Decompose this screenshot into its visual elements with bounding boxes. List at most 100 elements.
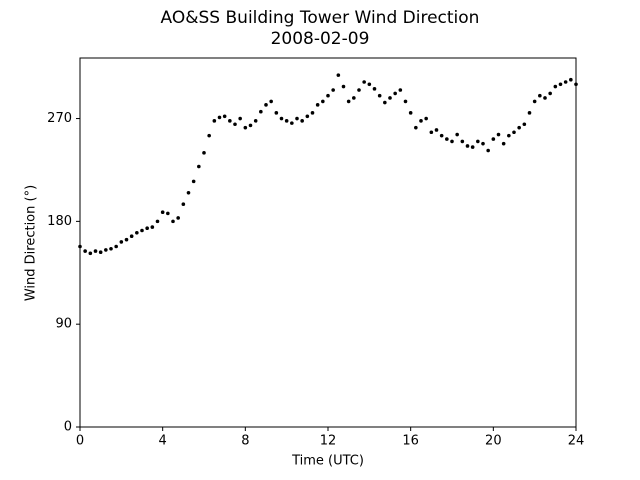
data-point: [460, 139, 465, 144]
data-point: [377, 93, 382, 98]
data-point: [222, 114, 227, 119]
x-tick-label: 20: [485, 434, 502, 449]
data-point: [145, 226, 149, 231]
data-point: [284, 119, 289, 123]
data-point: [383, 100, 387, 105]
data-point: [207, 133, 211, 138]
data-point: [124, 237, 129, 242]
y-tick-label: 90: [55, 317, 72, 332]
data-point: [393, 91, 397, 96]
data-point: [481, 141, 485, 146]
data-point: [517, 125, 521, 130]
data-point: [553, 84, 558, 89]
data-point: [155, 219, 160, 224]
data-point: [455, 132, 459, 137]
data-point: [98, 250, 103, 255]
data-point: [414, 125, 418, 130]
data-point: [253, 119, 258, 123]
data-point: [424, 116, 428, 121]
data-point: [336, 73, 341, 77]
data-point: [496, 132, 501, 137]
data-point: [419, 119, 423, 123]
data-point: [93, 249, 98, 253]
data-point: [450, 139, 454, 144]
data-point: [186, 191, 191, 195]
data-point: [341, 84, 346, 89]
data-point: [439, 133, 444, 138]
data-point: [119, 240, 124, 244]
data-point: [563, 80, 568, 84]
data-point: [129, 234, 134, 239]
data-point: [150, 225, 155, 229]
x-tick-label: 24: [568, 434, 585, 449]
data-point: [114, 244, 118, 249]
data-point: [269, 99, 273, 104]
data-point: [171, 219, 175, 224]
data-point: [362, 80, 366, 84]
chart-title: AO&SS Building Tower Wind Direction: [161, 8, 480, 28]
data-point: [191, 179, 196, 184]
data-point: [558, 82, 563, 87]
data-point: [274, 111, 279, 115]
data-point: [259, 109, 263, 114]
data-point: [166, 211, 170, 216]
x-tick-label: 12: [320, 434, 337, 449]
data-point: [228, 119, 232, 123]
data-point: [522, 122, 527, 127]
data-point: [321, 99, 325, 104]
data-point: [181, 202, 186, 207]
data-point: [83, 249, 87, 253]
data-point: [429, 130, 434, 135]
data-point: [527, 111, 532, 115]
data-point: [372, 87, 377, 91]
data-point: [357, 88, 361, 92]
data-point: [532, 99, 537, 104]
data-point: [279, 116, 284, 121]
data-point: [445, 137, 449, 141]
data-point: [197, 164, 201, 169]
x-tick-label: 0: [76, 434, 84, 449]
data-point: [434, 128, 439, 132]
data-point: [548, 91, 552, 96]
data-point: [140, 228, 144, 233]
y-tick-label: 0: [64, 420, 72, 435]
data-point: [543, 96, 547, 100]
data-point: [470, 145, 475, 149]
data-point: [290, 121, 294, 125]
x-tick-label: 8: [241, 434, 249, 449]
data-point: [160, 210, 165, 215]
data-point: [176, 216, 180, 220]
data-point: [315, 103, 320, 107]
data-point: [512, 130, 516, 135]
plot-frame: [79, 57, 577, 428]
data-point: [486, 148, 490, 153]
x-axis-label: Time (UTC): [291, 454, 364, 469]
data-point: [248, 123, 253, 128]
data-point: [88, 251, 93, 256]
data-point: [305, 114, 310, 119]
data-point: [233, 122, 237, 127]
y-axis-label: Wind Direction (°): [24, 185, 39, 301]
data-point: [202, 151, 206, 155]
data-point: [212, 119, 217, 123]
data-point: [408, 111, 413, 115]
data-point: [501, 141, 506, 146]
data-point: [300, 119, 304, 123]
data-point: [388, 96, 392, 100]
data-point: [238, 116, 242, 121]
data-point: [217, 115, 222, 120]
y-tick-label: 180: [47, 214, 72, 229]
data-point: [476, 139, 480, 144]
data-point: [403, 99, 408, 104]
data-point: [398, 88, 403, 92]
data-point: [367, 82, 372, 87]
data-point: [331, 88, 335, 92]
data-point: [352, 96, 356, 100]
data-point: [109, 246, 113, 251]
data-point: [326, 93, 330, 98]
data-point: [264, 103, 268, 107]
data-point: [538, 93, 542, 98]
data-point: [346, 99, 351, 104]
chart-subtitle: 2008-02-09: [271, 29, 370, 49]
